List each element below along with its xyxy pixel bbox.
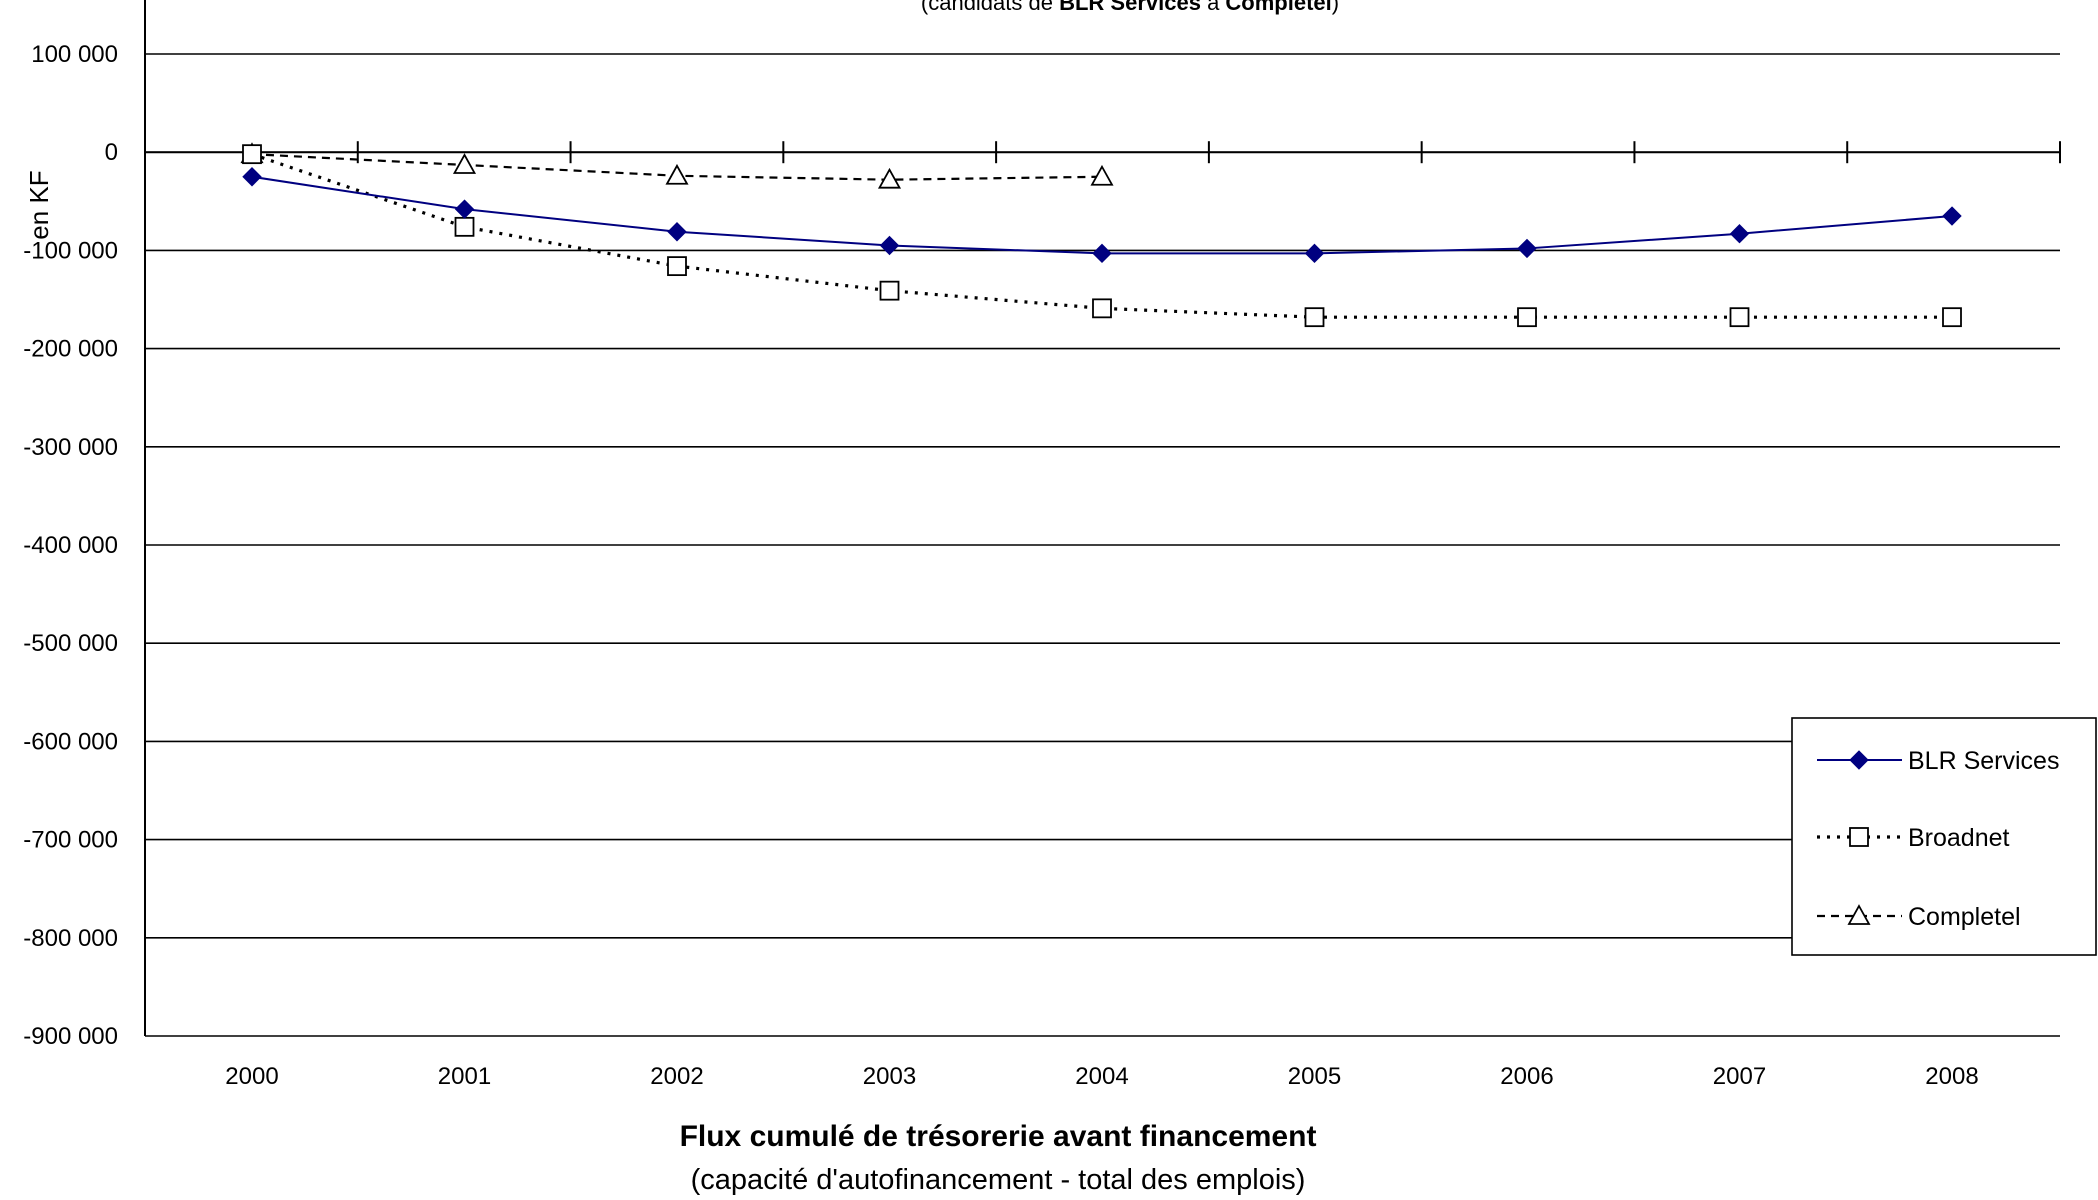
data-point [242,167,262,187]
top-caption-bold-1: BLR Services [1059,0,1201,15]
data-point [1304,307,1325,328]
svg-text:(candidats de BLR Services à C: (candidats de BLR Services à Completel) [921,0,1339,15]
y-tick-label: 100 000 [31,41,118,68]
y-tick-label: -100 000 [23,237,118,264]
y-tick-label: -200 000 [23,336,118,363]
gridlines [145,53,2060,1037]
data-point [667,256,687,277]
data-point [1304,243,1325,264]
x-tick-label: 2005 [1288,1063,1341,1090]
data-point [242,144,262,165]
y-tick-labels: 100 000 0 -100 000 -200 000 -300 000 -400 000… [23,41,118,1050]
chart-title: Flux cumulé de trésorerie avant financem… [680,1120,1317,1153]
legend-marker [1849,750,1869,770]
legend-box [1791,717,2097,956]
chart-subtitle: (capacité d'autofinancement - total des … [691,1164,1306,1195]
data-point [1942,307,1962,328]
legend: BLR Services Broadnet Completel [1791,717,2097,956]
data-point [1090,164,1114,186]
y-tick-label: -700 000 [23,827,118,854]
x-tick-label: 2004 [1075,1063,1128,1090]
data-point [665,163,689,185]
axes [144,0,2061,1036]
data-point [1517,238,1537,259]
series-broadnet [242,144,1962,328]
y-tick-label: 0 [105,139,118,166]
data-point [877,167,902,189]
top-caption-suffix: ) [1332,0,1339,15]
data-point [879,280,900,301]
data-point [452,153,477,174]
top-caption-middle: à [1201,0,1225,15]
legend-label: Broadnet [1908,824,2010,852]
x-tick-label: 2007 [1713,1063,1766,1090]
legend-marker [1849,827,1869,847]
data-point [1729,223,1750,244]
data-point [454,199,475,219]
x-tick-label: 2003 [863,1063,916,1090]
x-tick-labels: 2000 2001 2002 2003 2004 2005 2006 2007 2008 [225,1063,1978,1090]
data-point [1517,307,1537,328]
data-point [1942,206,1962,226]
legend-label: BLR Services [1908,747,2059,775]
series-layer [240,142,1962,328]
y-tick-label: -400 000 [23,532,118,559]
y-tick-label: -800 000 [23,925,118,952]
y-tick-label: -300 000 [23,434,118,461]
top-caption: (candidats de BLR Services à Completel) [921,0,1339,15]
top-caption-prefix: (candidats de [921,0,1059,15]
data-point [1729,307,1750,328]
y-tick-label: -600 000 [23,728,118,755]
x-tick-label: 2008 [1925,1063,1978,1090]
series-completel [240,142,1114,189]
data-point [667,222,687,242]
legend-label: Completel [1908,903,2021,931]
series-blr-services [242,167,1962,264]
y-tick-label: -500 000 [23,630,118,657]
x-tick-label: 2000 [225,1063,278,1090]
series-line [251,175,1953,255]
y-axis-label: en KF [24,170,54,239]
data-point [1092,298,1112,319]
x-tick-label: 2001 [438,1063,491,1090]
x-tick-label: 2002 [650,1063,703,1090]
x-tick-label: 2006 [1500,1063,1553,1090]
legend-marker [1847,904,1871,925]
data-point [1092,243,1112,264]
data-point [454,216,475,237]
data-point [879,235,900,256]
top-caption-bold-2: Completel [1225,0,1331,15]
y-tick-label: -900 000 [23,1023,118,1050]
